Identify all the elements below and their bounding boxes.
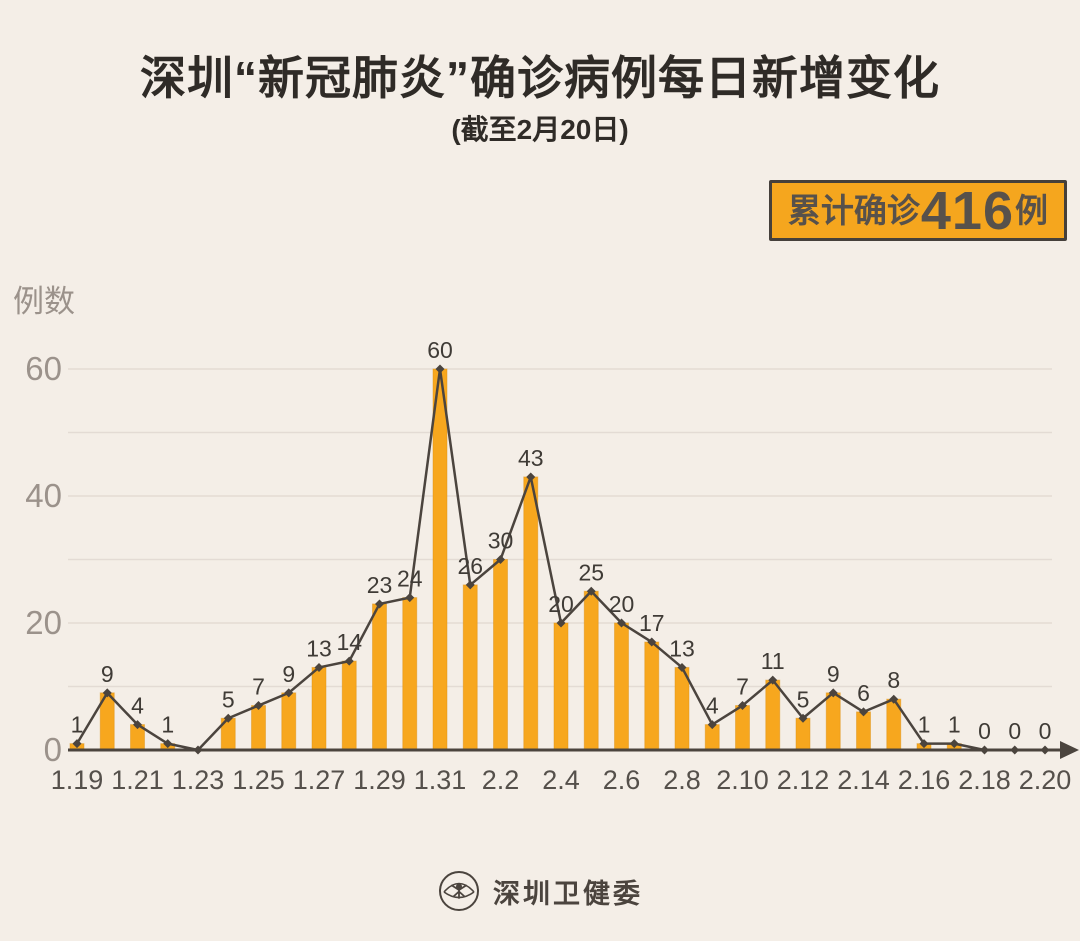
svg-text:6: 6 [857, 680, 870, 706]
svg-text:1.27: 1.27 [293, 765, 346, 795]
svg-text:7: 7 [736, 674, 749, 700]
svg-text:8: 8 [887, 667, 900, 693]
svg-text:60: 60 [25, 350, 62, 387]
svg-text:1.21: 1.21 [111, 765, 164, 795]
badge-count: 416 [920, 180, 1014, 241]
svg-text:40: 40 [25, 477, 62, 514]
svg-text:43: 43 [518, 445, 544, 471]
bar-1.30 [402, 597, 418, 751]
bar-1.25 [251, 705, 266, 751]
svg-text:1: 1 [948, 712, 961, 738]
badge-unit: 例 [1015, 192, 1048, 229]
page-title: 深圳“新冠肺炎”确诊病例每日新增变化 [140, 52, 940, 104]
svg-text:9: 9 [101, 661, 114, 687]
point-markers [72, 364, 1050, 755]
x-axis-arrow-icon [1060, 741, 1079, 759]
svg-text:25: 25 [578, 559, 604, 585]
svg-text:4: 4 [131, 693, 144, 719]
svg-text:4: 4 [706, 693, 719, 719]
bar-1.27 [311, 666, 327, 751]
svg-text:0: 0 [44, 731, 62, 768]
svg-text:24: 24 [397, 566, 423, 592]
svg-text:9: 9 [827, 661, 840, 687]
bar-2.1 [462, 584, 478, 751]
svg-text:1: 1 [71, 712, 84, 738]
bar-1.26 [281, 692, 297, 751]
svg-text:11: 11 [761, 648, 785, 674]
bar-1.29 [372, 603, 387, 751]
gridlines [68, 368, 1052, 688]
bar-2.14 [856, 711, 871, 751]
svg-text:1.25: 1.25 [232, 765, 285, 795]
bar-2.11 [765, 679, 781, 751]
svg-text:17: 17 [639, 610, 665, 636]
bar-2.5 [583, 590, 599, 751]
svg-text:1.19: 1.19 [51, 765, 104, 795]
svg-text:30: 30 [488, 528, 514, 554]
bar-2.13 [825, 692, 841, 751]
svg-text:13: 13 [306, 635, 332, 661]
svg-text:0: 0 [1008, 718, 1021, 744]
svg-text:2.14: 2.14 [837, 765, 890, 795]
svg-text:2.2: 2.2 [482, 765, 520, 795]
svg-text:5: 5 [797, 686, 810, 712]
svg-text:0: 0 [978, 718, 991, 744]
svg-text:23: 23 [367, 572, 393, 598]
svg-text:2.18: 2.18 [958, 765, 1011, 795]
svg-text:1.23: 1.23 [172, 765, 225, 795]
footer: 深圳卫健委 [0, 869, 1080, 913]
svg-text:14: 14 [336, 629, 362, 655]
svg-text:2.12: 2.12 [777, 765, 830, 795]
bar-2.4 [553, 622, 569, 751]
svg-text:20: 20 [609, 591, 635, 617]
svg-text:20: 20 [25, 604, 62, 641]
bar-2.8 [674, 666, 690, 751]
svg-text:2.20: 2.20 [1019, 765, 1072, 795]
svg-text:2.10: 2.10 [716, 765, 769, 795]
badge-label: 累计确诊 [787, 192, 920, 229]
svg-text:26: 26 [457, 553, 483, 579]
org-name: 深圳卫健委 [493, 878, 643, 909]
svg-text:60: 60 [427, 337, 453, 363]
svg-text:13: 13 [669, 635, 695, 661]
bar-2.2 [493, 559, 508, 751]
svg-text:2.4: 2.4 [542, 765, 580, 795]
svg-text:2.8: 2.8 [663, 765, 701, 795]
svg-text:2.6: 2.6 [603, 765, 641, 795]
page-subtitle: (截至2月20日) [451, 114, 629, 145]
y-tick-labels: 0 20 40 60 [25, 350, 62, 768]
y-axis-title: 例数 [13, 284, 75, 319]
svg-text:2.16: 2.16 [898, 765, 951, 795]
svg-text:0: 0 [1039, 718, 1052, 744]
bar-1.28 [341, 660, 357, 751]
svg-text:5: 5 [222, 686, 235, 712]
svg-text:9: 9 [282, 661, 295, 687]
svg-text:7: 7 [252, 674, 265, 700]
bars [69, 368, 962, 751]
x-tick-labels: 1.19 1.21 1.23 1.25 1.27 1.29 1.31 2.2 2.4 2.6 2.8… [51, 765, 1072, 795]
bar-2.10 [735, 705, 750, 751]
cumulative-total-badge: 累计确诊 416 例 [768, 180, 1067, 241]
bar-1.31 [432, 368, 448, 751]
org-logo-icon [439, 871, 479, 911]
bar-2.7 [644, 641, 660, 751]
svg-text:1: 1 [161, 712, 174, 738]
svg-text:1: 1 [918, 712, 931, 738]
bar-2.3 [523, 476, 539, 751]
x-axis [68, 741, 1079, 759]
svg-text:1.29: 1.29 [353, 765, 406, 795]
svg-text:20: 20 [548, 591, 574, 617]
bar-2.12 [795, 717, 811, 751]
svg-text:1.31: 1.31 [414, 765, 467, 795]
bar-2.6 [614, 622, 629, 751]
